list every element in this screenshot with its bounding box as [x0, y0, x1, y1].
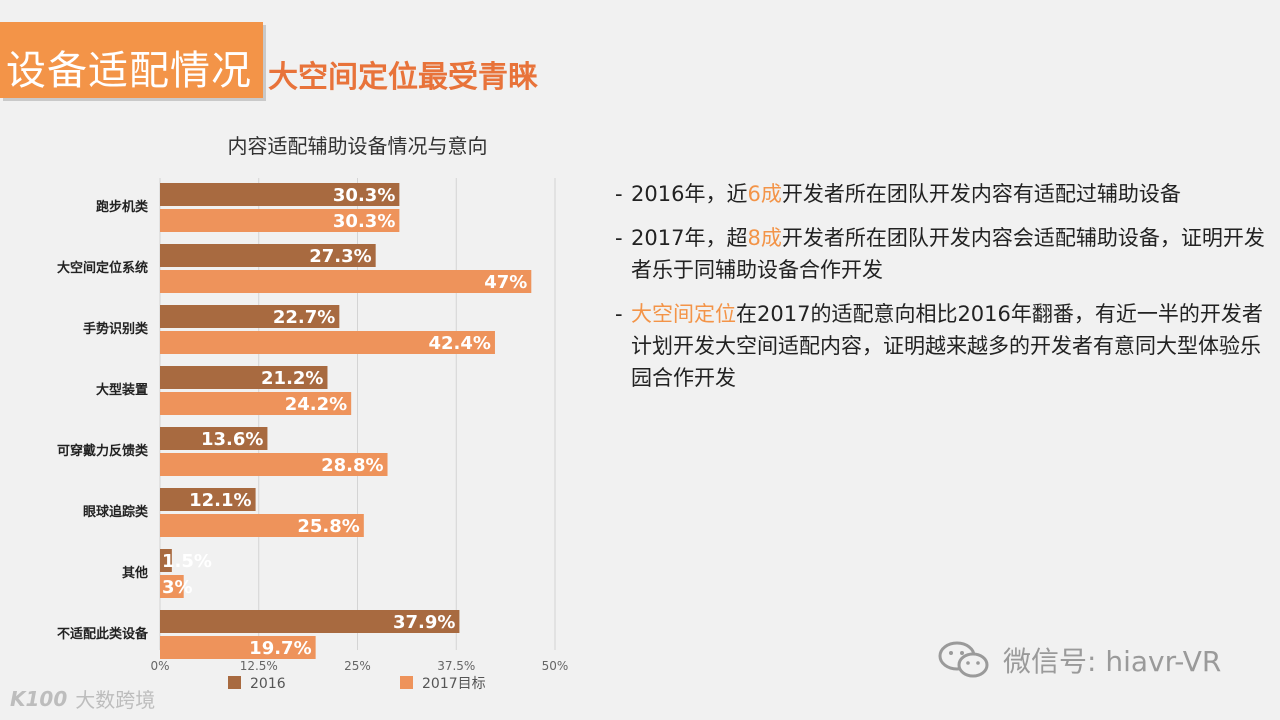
bullet-item: -2016年，近6成开发者所在团队开发内容有适配过辅助设备 — [615, 178, 1265, 210]
chart-title: 内容适配辅助设备情况与意向 — [227, 134, 488, 158]
bar — [160, 488, 256, 511]
bar — [160, 183, 400, 206]
category-label: 眼球追踪类 — [83, 504, 149, 520]
bar — [160, 514, 364, 537]
bar — [160, 366, 328, 389]
bar — [160, 549, 172, 572]
watermark-logo: K100 — [10, 686, 68, 711]
wechat-id: 微信号: hiavr-VR — [1003, 645, 1222, 678]
data-label: 22.7% — [273, 307, 335, 328]
bullet-dash: - — [615, 182, 623, 206]
bar — [160, 610, 460, 633]
data-label: 19.7% — [249, 638, 311, 659]
data-label: 30.3% — [333, 211, 395, 232]
x-tick-label: 50% — [542, 659, 569, 673]
data-label: 12.1% — [189, 490, 251, 511]
bar — [160, 305, 340, 328]
bullet-text: 在2017的适配意向相比2016年翻番，有近一半的开发者计划开发大空间适配内容，… — [631, 302, 1263, 390]
legend-label: 2017目标 — [422, 676, 486, 692]
data-label: 27.3% — [309, 246, 371, 267]
bullet-dash: - — [615, 302, 623, 326]
bar — [160, 392, 352, 415]
category-label: 可穿戴力反馈类 — [57, 443, 149, 459]
legend-label: 2016 — [250, 676, 286, 692]
category-label: 大空间定位系统 — [57, 260, 148, 276]
bullet-highlight: 6成 — [747, 182, 782, 206]
x-tick-label: 0% — [150, 659, 169, 673]
data-label: 21.2% — [261, 368, 323, 389]
data-label: 3% — [162, 577, 193, 598]
category-label: 大型装置 — [96, 382, 148, 398]
bullet-item: - 大空间定位在2017的适配意向相比2016年翻番，有近一半的开发者计划开发大空… — [615, 298, 1265, 394]
bullet-highlight: 大空间定位 — [631, 302, 736, 326]
bar — [160, 453, 388, 476]
bullet-item: -2017年，超8成开发者所在团队开发内容会适配辅助设备，证明开发者乐于同辅助设… — [615, 222, 1265, 286]
x-tick-label: 37.5% — [437, 659, 475, 673]
bar — [160, 575, 184, 598]
data-label: 30.3% — [333, 185, 395, 206]
category-label: 跑步机类 — [96, 199, 149, 215]
legend-swatch — [400, 676, 413, 689]
x-tick-label: 12.5% — [240, 659, 278, 673]
bullet-highlight: 8成 — [747, 226, 782, 250]
bar — [160, 270, 532, 293]
bar — [160, 427, 268, 450]
bar — [160, 209, 400, 232]
category-label: 其他 — [122, 565, 148, 581]
wechat-badge: 微信号: hiavr-VR — [937, 640, 1221, 680]
watermark: K100 大数跨境 — [10, 684, 155, 713]
bar — [160, 244, 376, 267]
bullet-text: 2017年，超 — [631, 226, 748, 250]
title-banner — [0, 22, 263, 98]
category-label: 不适配此类设备 — [57, 626, 149, 642]
bar — [160, 636, 316, 659]
data-label: 37.9% — [393, 612, 455, 633]
data-label: 42.4% — [429, 333, 491, 354]
wechat-icon — [938, 641, 989, 678]
page-subtitle: 大空间定位最受青睐 — [268, 60, 538, 95]
data-label: 24.2% — [285, 394, 347, 415]
data-label: 47% — [484, 272, 527, 293]
category-label: 手势识别类 — [83, 321, 149, 337]
bullet-dash: - — [615, 226, 623, 250]
bullet-text: 开发者所在团队开发内容有适配过辅助设备 — [781, 182, 1181, 206]
bullet-list: -2016年，近6成开发者所在团队开发内容有适配过辅助设备 -2017年，超8成开… — [615, 178, 1265, 406]
bullet-text: 2016年，近 — [631, 182, 748, 206]
bar — [160, 331, 495, 354]
page-title: 设备适配情况 — [6, 48, 252, 94]
data-label: 13.6% — [201, 429, 263, 450]
legend-swatch — [228, 676, 241, 689]
bar-chart: 0% 12.5% 25% 37.5% 50% 跑步机类 30.3% 30.3% 大空间定位系统 2… — [57, 178, 569, 692]
watermark-text: 大数跨境 — [75, 688, 156, 712]
data-label: 1.5% — [162, 551, 212, 572]
data-label: 28.8% — [321, 455, 383, 476]
bullet-text: 开发者所在团队开发内容会适配辅助设备，证明开发者乐于同辅助设备合作开发 — [631, 226, 1265, 282]
x-tick-label: 25% — [344, 659, 371, 673]
data-label: 25.8% — [297, 516, 359, 537]
